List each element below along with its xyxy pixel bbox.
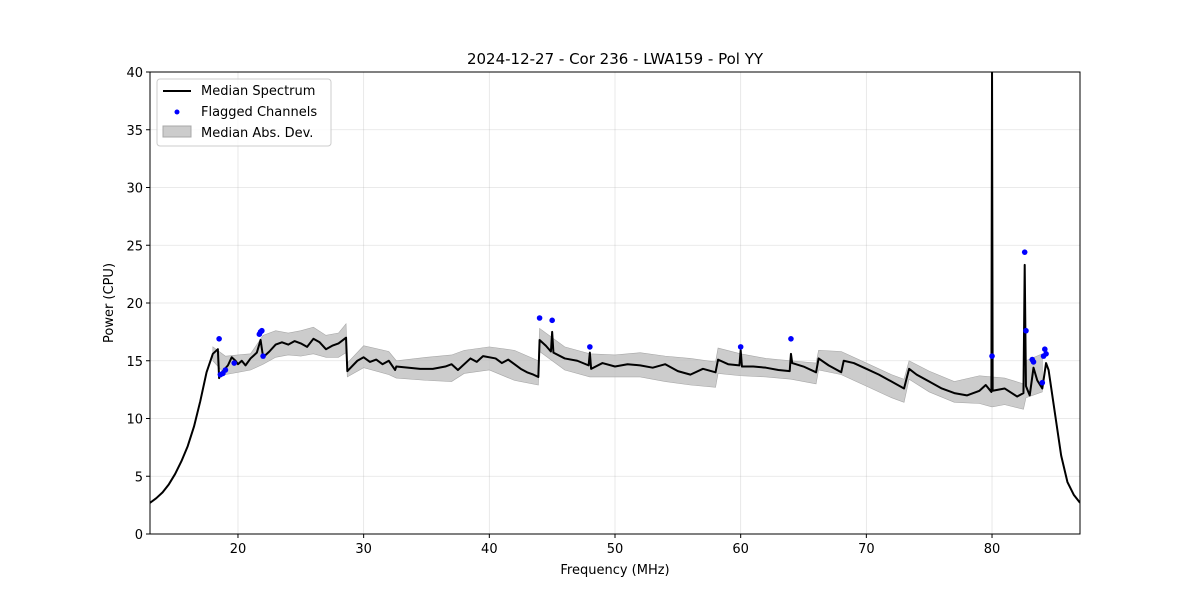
y-axis-label: Power (CPU) — [102, 263, 117, 343]
legend-box — [156, 78, 332, 147]
x-tick-label: 60 — [732, 542, 749, 557]
median-line-layer — [150, 72, 1080, 504]
y-tick-label: 20 — [126, 297, 143, 312]
y-tick-label: 35 — [126, 124, 143, 139]
x-tick-label: 70 — [858, 542, 875, 557]
flagged-point — [1023, 327, 1029, 334]
y-tick-label: 40 — [126, 66, 143, 81]
flagged-points-layer — [216, 249, 1049, 386]
flagged-point — [260, 353, 266, 359]
mad-band — [212, 322, 1043, 410]
flagged-point — [1043, 351, 1049, 357]
legend-label-median: Median Spectrum — [201, 84, 315, 99]
x-tick-label: 50 — [607, 542, 624, 557]
flagged-point — [216, 336, 222, 342]
legend-label-mad: Median Abs. Dev. — [201, 126, 313, 141]
chart-title: 2024-12-27 - Cor 236 - LWA159 - Pol YY — [467, 50, 764, 68]
legend-label-flagged: Flagged Channels — [201, 105, 317, 120]
x-axis-label: Frequency (MHz) — [560, 563, 669, 578]
y-tick-label: 15 — [126, 355, 143, 370]
flagged-point — [1021, 249, 1028, 255]
x-tick-label: 20 — [230, 542, 247, 557]
x-axis-ticks: 20 30 40 50 60 70 80 — [230, 534, 1001, 557]
y-tick-label: 30 — [126, 182, 143, 197]
flagged-point — [1030, 359, 1037, 365]
flagged-point — [1039, 379, 1046, 386]
y-tick-label: 0 — [135, 528, 143, 543]
flagged-point — [989, 353, 995, 359]
legend-point-swatch — [174, 109, 180, 115]
flagged-point — [587, 344, 593, 350]
legend-band-swatch — [162, 125, 192, 138]
x-tick-label: 40 — [481, 542, 498, 557]
legend: Median Spectrum Flagged Channels Median … — [156, 78, 332, 147]
flagged-point — [549, 317, 555, 324]
flagged-point — [1042, 346, 1048, 353]
y-tick-label: 5 — [135, 470, 143, 485]
y-tick-label: 25 — [126, 239, 143, 254]
y-axis-ticks: 0 5 10 15 20 25 30 35 40 — [126, 66, 150, 543]
flagged-point — [737, 344, 744, 350]
mad-band-layer — [212, 322, 1043, 410]
flagged-point — [231, 360, 237, 366]
y-tick-label: 10 — [126, 413, 143, 428]
x-tick-label: 80 — [984, 542, 1001, 557]
flagged-point — [788, 336, 794, 342]
flagged-point — [222, 367, 229, 373]
flagged-point — [536, 315, 543, 321]
flagged-point — [259, 327, 265, 334]
median-spectrum-line — [150, 72, 1080, 504]
x-tick-label: 30 — [355, 542, 372, 557]
